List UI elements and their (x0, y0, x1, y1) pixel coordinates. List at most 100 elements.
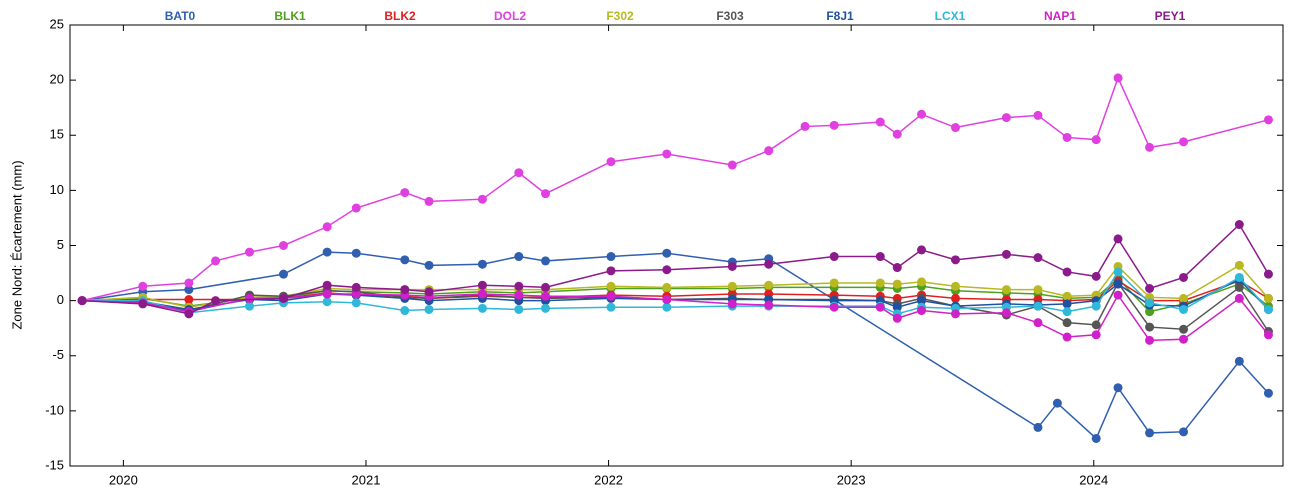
data-point (514, 252, 524, 262)
data-point (1062, 291, 1072, 301)
data-point (424, 260, 434, 270)
series-line (82, 270, 1269, 315)
data-point (351, 282, 361, 292)
series-line (82, 264, 1270, 309)
data-point (351, 298, 361, 308)
data-point (1113, 383, 1123, 393)
data-point (1145, 307, 1155, 317)
data-point (211, 296, 221, 306)
data-point (1179, 334, 1189, 344)
data-point (540, 303, 550, 313)
data-point (1091, 320, 1101, 330)
y-tick-label: 20 (50, 72, 64, 87)
data-point (424, 287, 434, 297)
data-point (875, 117, 885, 127)
data-point (1179, 137, 1189, 147)
data-point (477, 289, 487, 299)
data-point (829, 302, 839, 312)
data-point (1033, 422, 1043, 432)
data-point (1062, 332, 1072, 342)
y-tick-label: 5 (57, 237, 64, 252)
legend-entry: F8J1 (826, 9, 854, 23)
data-point (892, 313, 902, 323)
data-point (892, 129, 902, 139)
data-point (278, 241, 288, 250)
data-point (727, 299, 737, 309)
data-point (400, 285, 410, 295)
data-point (1234, 282, 1244, 292)
data-point (1145, 298, 1155, 308)
data-point (540, 189, 550, 199)
data-point (278, 293, 288, 303)
data-point (211, 256, 221, 266)
data-point (514, 290, 524, 300)
data-point (1179, 304, 1189, 314)
data-point (245, 247, 255, 257)
legend-entry: NAP1 (1044, 9, 1076, 23)
data-point (514, 281, 524, 291)
data-point (477, 259, 487, 269)
data-point (1062, 299, 1072, 309)
data-point (950, 281, 960, 291)
data-point (892, 263, 902, 273)
data-point (950, 123, 960, 133)
data-point (727, 160, 737, 170)
data-point (829, 278, 839, 288)
y-axis-label: Zone Nord: Écartement (mm) (9, 160, 24, 329)
data-point (184, 295, 194, 305)
data-point (1062, 318, 1072, 328)
x-tick-label: 2022 (594, 472, 623, 487)
data-point (1001, 113, 1011, 123)
data-point (540, 256, 550, 266)
data-point (322, 222, 332, 232)
data-point (917, 109, 927, 119)
data-point (514, 304, 524, 314)
data-point (606, 281, 616, 291)
data-point (1234, 293, 1244, 303)
legend-entry: DOL2 (494, 9, 526, 23)
data-point (424, 196, 434, 206)
data-point (351, 289, 361, 299)
data-point (1113, 279, 1123, 289)
data-point (477, 280, 487, 290)
data-point (184, 309, 194, 319)
plot-frame (69, 24, 1284, 467)
data-point (245, 301, 255, 311)
legend-entry: BAT0 (165, 9, 196, 23)
data-point (351, 248, 361, 258)
data-point (1179, 324, 1189, 334)
data-point (829, 120, 839, 130)
data-point (1145, 283, 1155, 293)
legend-entry: F302 (606, 9, 634, 23)
data-point (1001, 308, 1011, 318)
data-point (1091, 271, 1101, 281)
series-line (81, 75, 1269, 302)
data-point (77, 296, 87, 306)
data-point (662, 282, 672, 292)
data-point (477, 194, 487, 204)
y-tick-label: 0 (57, 292, 64, 307)
data-point (662, 149, 672, 159)
x-tick-label: 2021 (352, 472, 381, 487)
data-point (1179, 293, 1189, 303)
x-tick-label: 2020 (109, 472, 138, 487)
data-point (1001, 285, 1011, 295)
series-line (82, 251, 1269, 440)
data-point (606, 302, 616, 312)
data-point (400, 255, 410, 265)
data-point (892, 302, 902, 312)
series-line (82, 223, 1270, 315)
legend-entry: F303 (716, 9, 744, 23)
data-point (1091, 433, 1101, 443)
data-point (540, 282, 550, 292)
y-tick-label: 25 (50, 16, 64, 31)
data-point (514, 168, 524, 178)
data-point (1179, 272, 1189, 282)
data-point (1113, 267, 1123, 277)
data-point (1091, 301, 1101, 311)
legend-entry: BLK1 (274, 9, 306, 23)
data-point (138, 281, 148, 291)
data-point (1062, 267, 1072, 277)
data-point (424, 304, 434, 314)
data-point (1033, 253, 1043, 263)
